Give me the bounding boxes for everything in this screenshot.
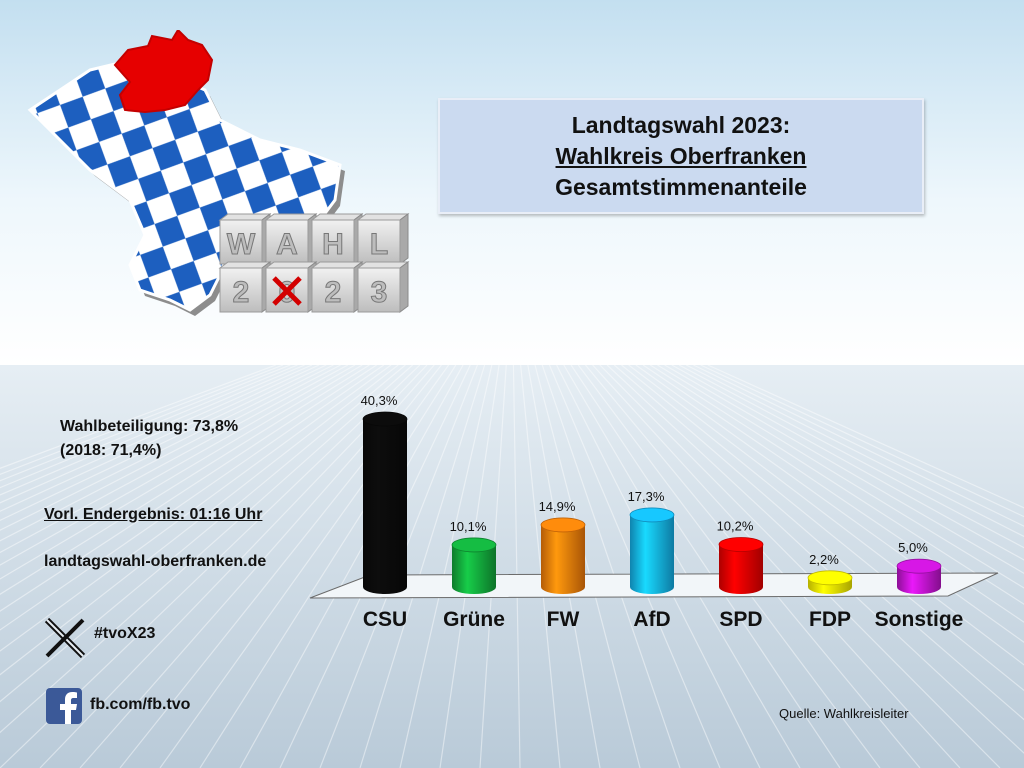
bar-chart: 40,3% CSU 10,1% Grüne 14,9% FW 17,3% AfD 10,2% SP… <box>309 393 999 631</box>
logo-cube <box>311 267 355 313</box>
bar-value-label: 17,3% <box>628 489 665 504</box>
result-status: Vorl. Endergebnis: 01:16 Uhr <box>44 506 263 523</box>
logo-cube <box>219 267 263 313</box>
x-hashtag[interactable]: #tvoX23 <box>94 625 156 642</box>
logo-letter: 2 <box>325 276 342 309</box>
bavaria-map-logo: WAHL2023 <box>27 30 410 316</box>
bar-value-label: 10,2% <box>717 519 754 534</box>
bar-value-label: 14,9% <box>539 499 576 514</box>
bar-value-label: 10,1% <box>450 519 487 534</box>
bar-top <box>718 537 764 552</box>
logo-letter: A <box>276 228 298 261</box>
bar-top <box>807 570 853 586</box>
bar-top <box>451 537 497 553</box>
bar-value-label: 5,0% <box>898 540 928 555</box>
bar-top <box>540 517 586 533</box>
logo-letter: H <box>322 228 344 261</box>
category-label: FDP <box>809 608 851 631</box>
source-note: Quelle: Wahlkreisleiter <box>779 706 909 721</box>
bar-top <box>896 558 942 574</box>
category-label: Sonstige <box>875 608 964 631</box>
logo-letter: W <box>227 228 256 261</box>
oberfranken-region <box>113 30 214 114</box>
logo-cube <box>399 261 409 313</box>
logo-cube <box>311 219 355 265</box>
turnout-previous: (2018: 71,4%) <box>60 442 162 459</box>
ballot-cross-icon <box>272 276 302 306</box>
title-line-2: Wahlkreis Oberfranken <box>555 142 807 169</box>
bar <box>897 566 941 594</box>
logo-cube <box>357 267 401 313</box>
category-label: FW <box>547 608 580 631</box>
website-link[interactable]: landtagswahl-oberfranken.de <box>44 553 267 570</box>
facebook-link[interactable]: fb.com/fb.tvo <box>90 696 191 713</box>
category-label: SPD <box>719 608 762 631</box>
bar <box>541 524 585 594</box>
bar <box>630 514 674 594</box>
bar-top <box>362 411 408 427</box>
bar <box>452 544 496 594</box>
x-logo-icon[interactable] <box>44 618 86 658</box>
facebook-icon[interactable] <box>46 688 82 724</box>
title-line-1: Landtagswahl 2023: <box>571 111 791 138</box>
logo-cube <box>357 219 401 265</box>
logo-cube <box>265 219 309 265</box>
bar-value-label: 40,3% <box>361 393 398 408</box>
logo-letter: 2 <box>233 276 250 309</box>
category-label: Grüne <box>443 608 505 631</box>
logo-letter: 3 <box>371 276 388 309</box>
logo-cube <box>399 213 409 265</box>
bar <box>363 419 407 594</box>
category-label: CSU <box>363 608 407 631</box>
logo-cube <box>219 219 263 265</box>
title-line-3: Gesamtstimmenanteile <box>555 173 807 200</box>
bar-top <box>629 507 675 523</box>
turnout-current: Wahlbeteiligung: 73,8% <box>60 418 239 435</box>
title-box: Landtagswahl 2023: Wahlkreis Oberfranken… <box>438 98 924 214</box>
logo-letter: L <box>370 228 388 261</box>
bar-value-label: 2,2% <box>809 552 839 567</box>
category-label: AfD <box>633 608 670 631</box>
bar <box>719 544 763 594</box>
